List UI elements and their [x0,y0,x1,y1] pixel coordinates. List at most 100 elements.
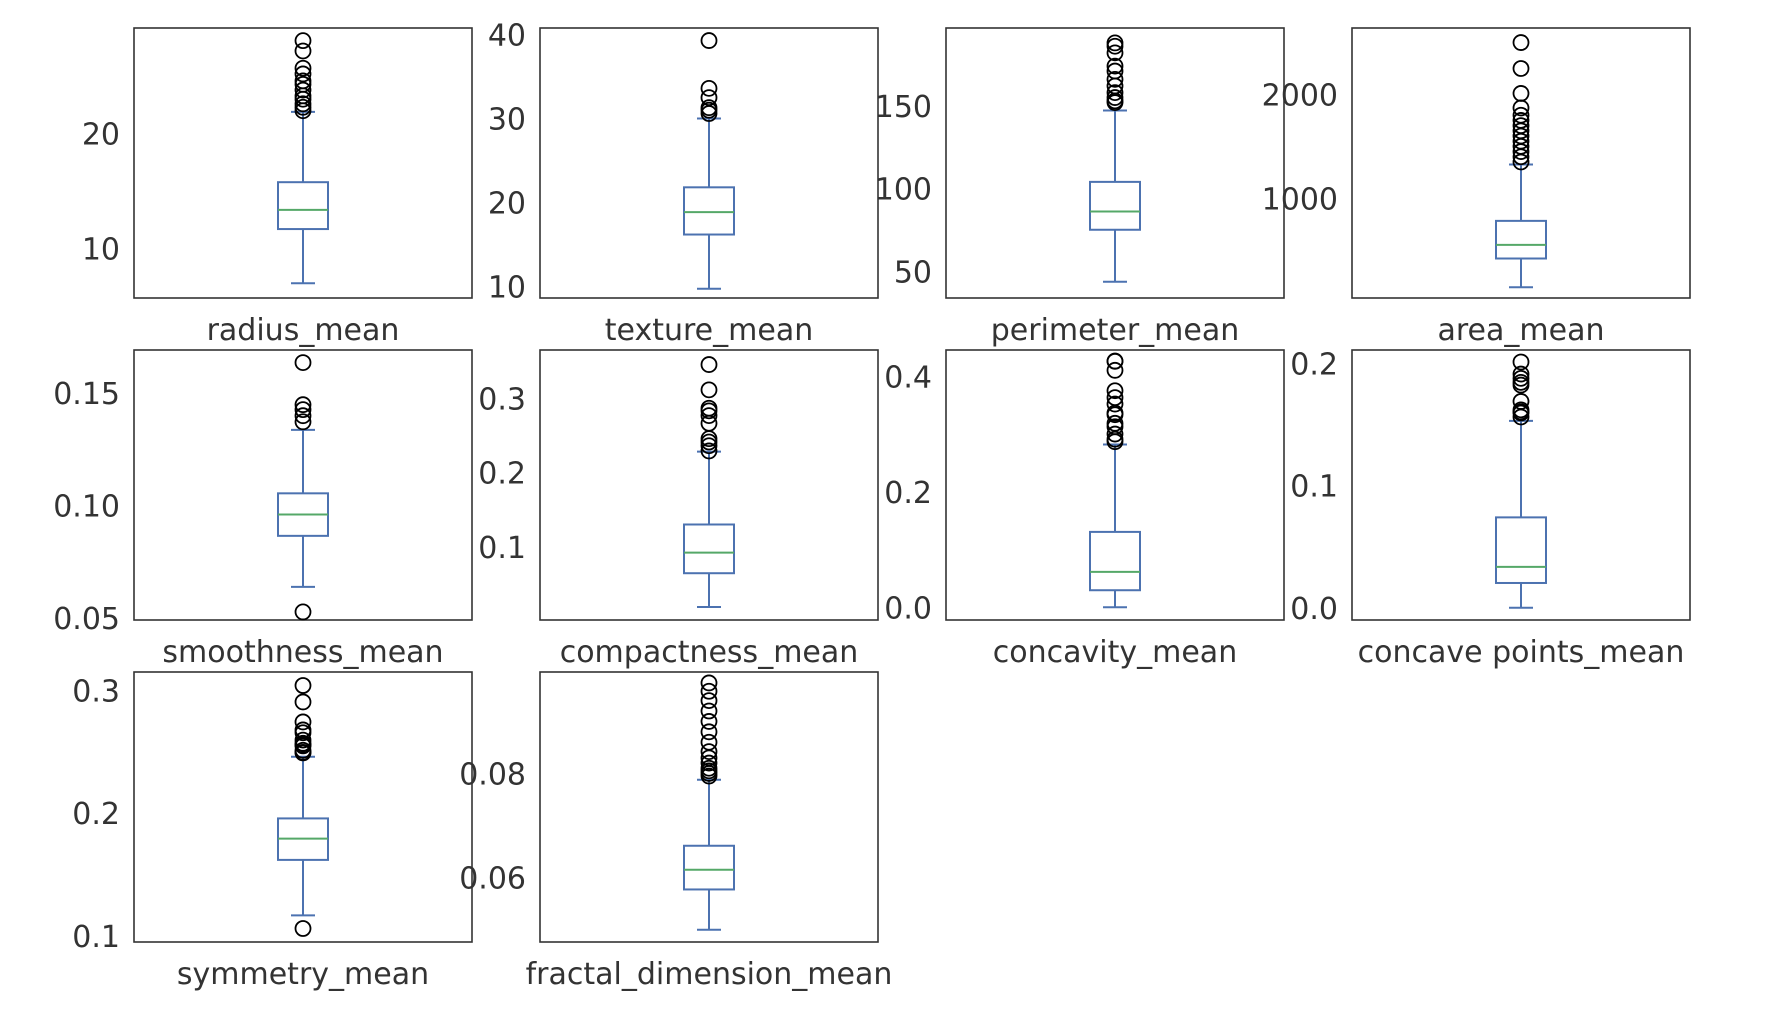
y-tick-label: 0.2 [72,797,120,832]
outlier-point [294,713,312,731]
outlier-point [1106,352,1124,370]
iqr-box [683,523,735,575]
category-label: compactness_mean [560,635,859,670]
y-tick-label: 0.10 [53,489,120,524]
outlier-point [1512,34,1530,51]
outlier-point [294,396,312,414]
outlier-point [1106,389,1124,406]
outlier-point [1512,365,1530,383]
outlier-point [294,677,312,694]
category-label: radius_mean [207,313,400,348]
outlier-point [1106,425,1124,443]
outlier-point [294,407,312,425]
y-tick-label: 0.08 [459,757,526,792]
category-label: texture_mean [605,313,813,348]
plot-frame [133,27,473,299]
y-tick-label: 50 [894,255,932,290]
y-tick-label: 0.3 [72,674,120,709]
category-label: smoothness_mean [162,635,443,670]
iqr-box [1089,530,1141,592]
y-tick-label: 0.2 [884,476,932,511]
category-label: perimeter_mean [991,313,1239,348]
outlier-point [1512,369,1530,387]
outlier-point [1512,112,1530,129]
outlier-point [294,32,312,50]
outlier-point [294,81,312,99]
panel-radius-mean: 10 20 radius_mean [82,27,473,348]
y-tick-label: 0.1 [1290,470,1338,505]
category-label: concave points_mean [1358,635,1685,670]
outlier-point [700,89,718,106]
outlier-point [1106,44,1124,62]
outlier-point [700,692,718,710]
outlier-point [294,42,312,60]
outlier-point [294,413,312,431]
outlier-point [700,674,718,692]
outlier-point [700,407,718,425]
panel-perimeter-mean: 50 100 150 perimeter_mean [875,27,1285,348]
panel-smoothness-mean: 0.05 0.10 0.15 smoothness_mean [53,349,473,670]
plot-frame [945,27,1285,299]
outlier-point [700,356,718,373]
panel-fractal-dimension-mean: 0.06 0.08 fractal_dimension_mean [459,671,892,992]
outlier-point [1512,85,1530,102]
y-tick-label: 0.2 [478,457,526,492]
plot-frame [945,349,1285,621]
outlier-point [1106,57,1124,75]
outlier-point [1512,401,1530,419]
outlier-point [294,95,312,113]
outlier-point [700,713,718,730]
outlier-point [700,702,718,720]
plot-frame [539,349,879,621]
outlier-point [700,399,718,417]
outlier-point [1106,84,1124,102]
category-label: area_mean [1438,313,1605,348]
y-tick-label: 10 [82,233,120,268]
outlier-point [294,72,312,90]
outlier-point [294,920,312,937]
y-tick-label: 20 [82,118,120,153]
iqr-box [1089,180,1141,231]
y-tick-label: 0.3 [478,382,526,417]
outlier-point [700,723,718,741]
plot-frame [133,671,473,943]
iqr-box [683,186,735,236]
outlier-point [294,354,312,372]
y-tick-label: 0.05 [53,602,120,637]
panel-concave-points-mean: 0.0 0.1 0.2 concave points_mean [1290,347,1691,670]
category-label: concavity_mean [993,635,1237,670]
outlier-point [700,733,718,751]
y-tick-label: 0.15 [53,377,120,412]
outlier-point [294,731,312,749]
outlier-point [1512,393,1530,410]
outlier-point [700,442,718,460]
y-tick-label: 1000 [1262,182,1338,217]
outlier-point [1512,117,1530,135]
outlier-point [1512,106,1530,124]
panel-texture-mean: 10 20 30 40 texture_mean [488,19,879,348]
outlier-point [1106,382,1124,400]
outlier-point [1106,89,1124,106]
outlier-point [294,603,312,621]
y-tick-label: 20 [488,186,526,221]
outlier-point [700,381,718,399]
iqr-box [1495,219,1547,260]
iqr-box [1495,516,1547,584]
outlier-point [294,65,312,83]
y-tick-label: 150 [875,90,932,125]
outlier-point [1106,361,1124,379]
y-tick-label: 2000 [1262,78,1338,113]
outlier-point [294,693,312,711]
y-tick-label: 100 [875,173,932,208]
outlier-point [1106,414,1124,432]
outlier-point [1512,373,1530,391]
iqr-box [683,844,735,891]
outlier-point [700,32,718,49]
outlier-point [700,79,718,97]
outlier-point [1106,70,1124,88]
y-tick-label: 0.2 [1290,347,1338,382]
y-tick-label: 0.1 [478,531,526,566]
outlier-point [700,759,718,777]
y-tick-label: 10 [488,270,526,305]
